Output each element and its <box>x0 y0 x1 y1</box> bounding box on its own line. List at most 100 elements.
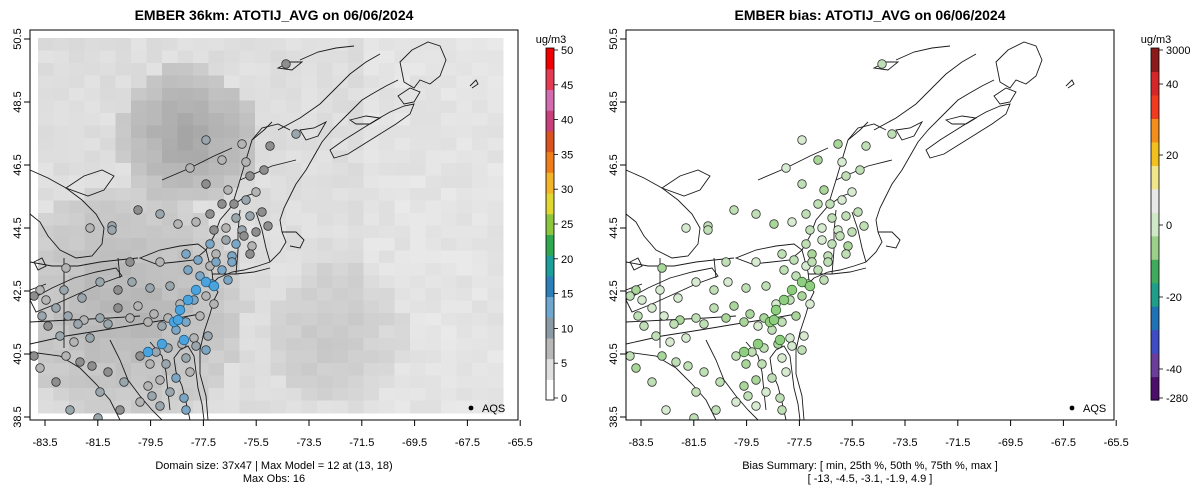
grid-cell <box>332 388 349 401</box>
station-marker <box>681 333 691 343</box>
station-marker <box>823 257 833 267</box>
station-marker <box>801 209 811 219</box>
station-marker <box>827 213 837 223</box>
station-marker <box>637 295 647 305</box>
grid-cell <box>115 388 132 401</box>
grid-cell <box>286 238 302 251</box>
grid-cell <box>84 400 101 414</box>
grid-cell <box>456 250 473 264</box>
grid-cell <box>69 213 85 226</box>
station-marker <box>85 333 95 343</box>
grid-cell <box>425 288 442 301</box>
grid-cell <box>38 350 54 364</box>
grid-cell <box>379 275 395 289</box>
geo-line <box>255 211 271 263</box>
grid-cell <box>394 50 411 64</box>
grid-cell <box>441 375 457 389</box>
grid-cell <box>286 138 302 151</box>
grid-cell <box>425 313 442 326</box>
grid-cell <box>69 250 85 264</box>
station-marker <box>843 241 853 251</box>
station-marker <box>35 363 45 373</box>
grid-cell <box>69 300 85 314</box>
grid-cell <box>332 225 349 239</box>
grid-cell <box>425 113 442 126</box>
station-marker <box>801 239 811 249</box>
grid-cell <box>472 63 488 76</box>
station-marker <box>231 213 241 223</box>
grid-cell <box>53 388 70 401</box>
grid-cell <box>348 50 364 64</box>
station-marker <box>786 284 798 296</box>
grid-cell <box>38 88 54 101</box>
grid-cell <box>456 363 473 376</box>
grid-cell <box>456 375 473 389</box>
grid-cell <box>472 188 488 201</box>
grid-cell <box>146 138 163 151</box>
grid-cell <box>410 300 426 314</box>
grid-cell <box>100 163 116 176</box>
grid-cell <box>239 38 256 51</box>
colorbar-unit: ug/m3 <box>536 34 567 46</box>
grid-cell <box>410 175 426 189</box>
grid-cell <box>472 175 488 189</box>
grid-cell <box>456 200 473 214</box>
grid-cell <box>208 188 225 201</box>
grid-cell <box>38 300 54 314</box>
grid-cell <box>224 375 240 389</box>
station-marker <box>35 285 45 295</box>
station-marker <box>683 361 693 371</box>
grid-cell <box>131 163 147 176</box>
grid-cell <box>332 338 349 351</box>
grid-cell <box>425 150 442 164</box>
grid-cell <box>224 388 240 401</box>
station-marker <box>259 165 269 175</box>
grid-cell <box>270 150 287 164</box>
grid-cell <box>379 150 395 164</box>
grid-cell <box>115 163 132 176</box>
grid-cell <box>363 213 380 226</box>
station-marker <box>211 257 221 267</box>
grid-cell <box>162 175 178 189</box>
grid-cell <box>363 350 380 364</box>
grid-cell <box>441 288 457 301</box>
geo-line <box>873 53 977 131</box>
geo-line <box>329 103 415 159</box>
grid-cell <box>69 225 85 239</box>
grid-cell <box>332 100 349 114</box>
grid-cell <box>410 288 426 301</box>
geo-line <box>626 267 719 313</box>
geo-line <box>661 169 711 197</box>
station-marker <box>237 139 247 149</box>
grid-cell <box>441 225 457 239</box>
grid-cell <box>472 250 488 264</box>
grid-cell <box>301 138 318 151</box>
grid-cell <box>332 175 349 189</box>
grid-cell <box>472 300 488 314</box>
grid-cell <box>487 300 504 314</box>
grid-cell <box>131 325 147 339</box>
grid-cell <box>255 288 271 301</box>
grid-cell <box>286 350 302 364</box>
grid-cell <box>53 163 70 176</box>
grid-cell <box>84 250 101 264</box>
grid-cell <box>487 388 504 401</box>
grid-cell <box>255 400 271 414</box>
colorbar-tick-label: 0 <box>561 393 567 405</box>
grid-cell <box>394 375 411 389</box>
colorbar-tick-label: -20 <box>1166 292 1182 304</box>
grid-cell <box>394 88 411 101</box>
grid-cell <box>332 363 349 376</box>
grid-cell <box>84 350 101 364</box>
grid-cell <box>379 63 395 76</box>
station-marker <box>251 227 261 237</box>
grid-cell <box>363 150 380 164</box>
station-marker <box>657 263 667 273</box>
grid-cell <box>162 75 178 89</box>
station-marker <box>85 223 95 233</box>
geo-line <box>277 53 381 131</box>
geo-line <box>299 120 328 141</box>
grid-cell <box>317 338 333 351</box>
grid-cell <box>193 163 209 176</box>
grid-cell <box>394 225 411 239</box>
